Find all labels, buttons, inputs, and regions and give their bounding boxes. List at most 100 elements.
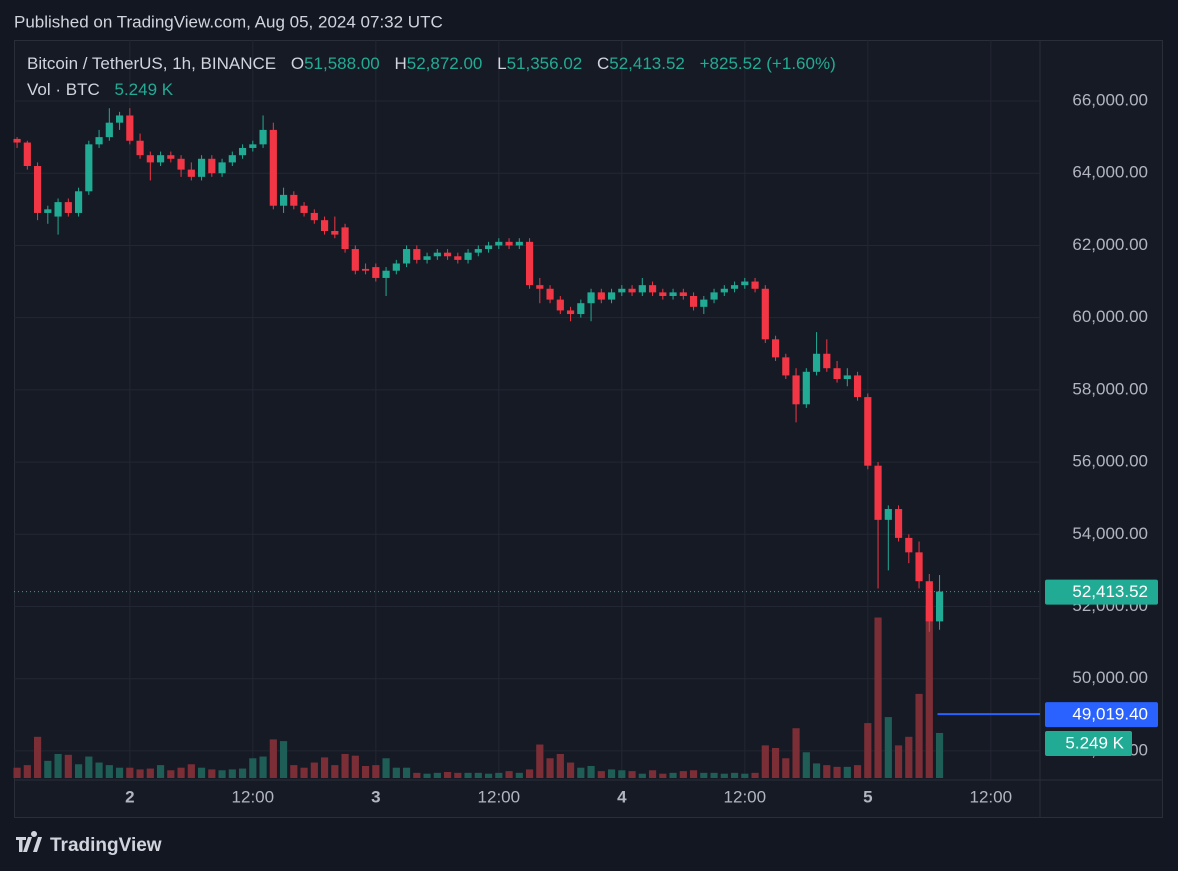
volume-bar	[638, 773, 646, 778]
candle-body	[648, 285, 657, 293]
legend-value: 52,413.52	[609, 54, 685, 73]
volume-bar	[905, 736, 913, 778]
candle-body	[54, 202, 62, 217]
candle-body	[587, 292, 595, 304]
candle-body	[597, 292, 605, 300]
volume-bar	[546, 758, 554, 778]
candle-body	[433, 252, 441, 257]
volume-bar	[423, 773, 431, 778]
volume-bar	[515, 772, 523, 778]
y-tick-label: 54,000.00	[1072, 524, 1148, 543]
candle-body	[628, 288, 636, 293]
x-tick-label: 3	[371, 787, 380, 806]
volume-bar	[74, 764, 83, 778]
volume-bar	[167, 770, 175, 778]
volume-bar	[64, 754, 72, 778]
candle-body	[546, 288, 554, 300]
volume-bar	[95, 762, 103, 778]
volume-bar	[443, 771, 452, 778]
candle-body	[177, 158, 185, 170]
candle-body	[935, 591, 944, 622]
volume-bar	[628, 771, 636, 778]
volume-bar	[382, 758, 390, 778]
legend-change: +825.52 (+1.60%)	[700, 54, 836, 73]
volume-bar	[843, 766, 851, 778]
candle-body	[802, 371, 810, 405]
volume-bar	[300, 767, 308, 778]
candle-body	[23, 142, 31, 167]
y-tick-label: 62,000.00	[1072, 235, 1148, 254]
volume-bar	[402, 767, 411, 778]
candle-body	[167, 155, 175, 159]
candle-body	[536, 285, 544, 289]
candle-body	[925, 581, 933, 622]
candle-body	[423, 256, 431, 260]
volume-bar	[197, 767, 206, 778]
candle-body	[126, 115, 134, 141]
x-tick-label: 12:00	[232, 787, 275, 806]
candle-body	[341, 227, 349, 250]
volume-bar	[853, 765, 862, 778]
x-tick-label: 2	[125, 787, 134, 806]
volume-bar	[454, 772, 462, 778]
candle-body	[669, 292, 677, 296]
published: Published on TradingView.com, Aug 05, 20…	[14, 12, 443, 31]
candle-body	[730, 285, 739, 289]
candle-body	[13, 138, 21, 143]
candle-body	[454, 256, 462, 260]
price-label: 52,413.52	[1072, 582, 1148, 601]
price-label-box	[1045, 579, 1158, 605]
candle-body	[187, 169, 195, 177]
x-tick-label: 4	[617, 787, 627, 806]
volume-bar	[741, 773, 749, 778]
volume-value: 5.249 K	[114, 80, 173, 99]
volume-bar	[320, 757, 329, 778]
y-tick-label: 58,000.00	[1072, 379, 1148, 398]
candle-body	[505, 241, 513, 246]
volume-bar	[177, 767, 185, 778]
volume-bar	[587, 765, 595, 778]
volume-bar	[884, 717, 892, 778]
y-tick-label: 60,000.00	[1072, 307, 1148, 326]
volume-bar	[669, 772, 677, 778]
volume-bar	[13, 767, 21, 778]
volume-bar	[126, 767, 134, 778]
legend-line: Bitcoin / TetherUS, 1h, BINANCE O51,588.…	[27, 54, 836, 73]
volume-bar	[505, 771, 513, 778]
volume-bar	[720, 773, 728, 778]
logo: TradingView	[16, 831, 162, 856]
volume-bar	[925, 606, 933, 778]
volume-bar	[495, 772, 503, 778]
candle-layer	[13, 108, 944, 632]
volume-bar	[341, 753, 349, 778]
volume-bar	[812, 763, 821, 778]
volume-bar	[556, 753, 564, 778]
candle-body	[792, 375, 800, 405]
volume-bar	[187, 764, 195, 778]
volume-bar	[935, 732, 944, 778]
candle-body	[156, 155, 165, 163]
symbol: Bitcoin / TetherUS, 1h, BINANCE	[27, 54, 276, 73]
volume-bar	[351, 755, 359, 778]
candle-body	[392, 263, 400, 271]
volume-bar	[915, 693, 923, 778]
y-tick-label: 64,000.00	[1072, 163, 1148, 182]
legend-key: L	[497, 54, 506, 73]
candle-body	[146, 155, 154, 163]
volume-bar	[105, 765, 113, 778]
volume-bar	[536, 744, 544, 778]
candle-body	[33, 166, 42, 213]
volume-bar	[618, 770, 626, 778]
legend-key: C	[597, 54, 609, 73]
x-tick-label: 12:00	[478, 787, 521, 806]
volume-bar	[566, 762, 575, 778]
price-label: 49,019.40	[1072, 705, 1148, 724]
volume-bar	[689, 770, 698, 778]
volume-bar	[372, 765, 380, 778]
chart-panel	[14, 40, 1163, 818]
volume-bar	[648, 770, 657, 778]
volume-bar	[464, 772, 472, 778]
candle-body	[853, 375, 862, 398]
volume-bar	[802, 752, 810, 778]
candle-body	[290, 194, 298, 206]
